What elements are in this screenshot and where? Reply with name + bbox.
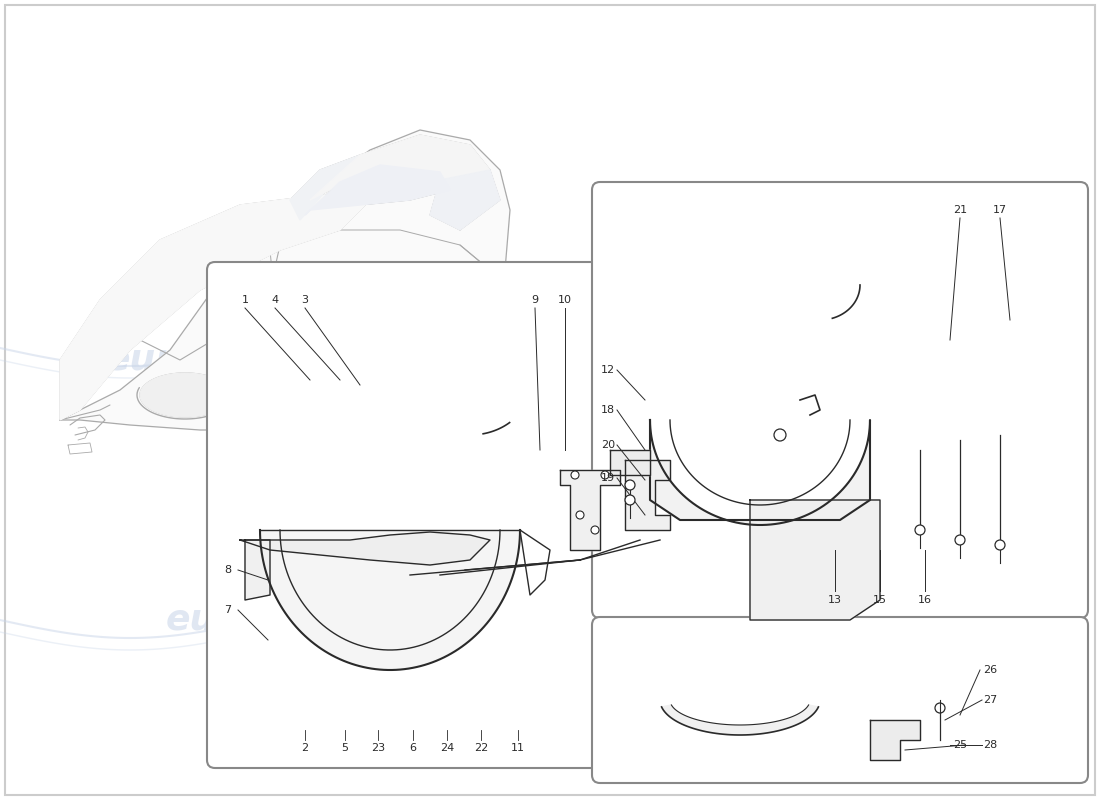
Text: 24: 24	[440, 743, 454, 753]
Text: 5: 5	[341, 743, 349, 753]
Polygon shape	[430, 365, 510, 405]
Polygon shape	[260, 530, 520, 670]
Text: 16: 16	[918, 595, 932, 605]
Polygon shape	[625, 460, 670, 530]
Polygon shape	[60, 195, 370, 420]
Polygon shape	[305, 165, 450, 215]
Text: eurospares: eurospares	[106, 343, 334, 377]
Text: eurospares: eurospares	[656, 213, 884, 247]
Text: 23: 23	[371, 743, 385, 753]
Text: 4: 4	[272, 295, 278, 305]
Circle shape	[576, 511, 584, 519]
Text: eurospares: eurospares	[166, 603, 394, 637]
Polygon shape	[661, 705, 818, 735]
Polygon shape	[240, 532, 490, 565]
Text: 4.2: 4.2	[434, 337, 446, 343]
FancyBboxPatch shape	[592, 617, 1088, 783]
Text: 10: 10	[558, 295, 572, 305]
Polygon shape	[650, 420, 870, 525]
Polygon shape	[60, 130, 510, 430]
Circle shape	[996, 540, 1005, 550]
Polygon shape	[430, 170, 500, 230]
Circle shape	[915, 525, 925, 535]
Text: 1: 1	[242, 295, 249, 305]
Text: 19: 19	[601, 473, 615, 483]
FancyBboxPatch shape	[592, 182, 1088, 618]
Text: 27: 27	[983, 695, 997, 705]
Text: 22: 22	[474, 743, 488, 753]
Text: 9: 9	[531, 295, 539, 305]
Polygon shape	[750, 500, 880, 620]
Text: 13: 13	[828, 595, 842, 605]
Text: eurospares: eurospares	[656, 603, 884, 637]
Circle shape	[935, 703, 945, 713]
Circle shape	[591, 526, 600, 534]
Text: 8: 8	[224, 565, 232, 575]
Polygon shape	[290, 155, 370, 220]
Polygon shape	[245, 540, 270, 600]
Text: 26: 26	[983, 665, 997, 675]
Text: 28: 28	[983, 740, 997, 750]
Text: 3: 3	[301, 295, 308, 305]
Polygon shape	[870, 720, 920, 760]
Text: 11: 11	[512, 743, 525, 753]
Text: 6: 6	[409, 743, 417, 753]
Circle shape	[625, 495, 635, 505]
Polygon shape	[610, 450, 650, 475]
Text: 2: 2	[301, 743, 309, 753]
Text: 25: 25	[953, 740, 967, 750]
Text: 12: 12	[601, 365, 615, 375]
Circle shape	[625, 480, 635, 490]
FancyBboxPatch shape	[207, 262, 683, 768]
Circle shape	[571, 471, 579, 479]
Circle shape	[774, 429, 786, 441]
Circle shape	[601, 471, 609, 479]
Circle shape	[955, 535, 965, 545]
Text: 15: 15	[873, 595, 887, 605]
Polygon shape	[310, 135, 490, 200]
Polygon shape	[560, 470, 620, 550]
Text: 7: 7	[224, 605, 232, 615]
Text: 18: 18	[601, 405, 615, 415]
Polygon shape	[140, 373, 230, 417]
Text: 20: 20	[601, 440, 615, 450]
Text: 17: 17	[993, 205, 1008, 215]
Text: 21: 21	[953, 205, 967, 215]
